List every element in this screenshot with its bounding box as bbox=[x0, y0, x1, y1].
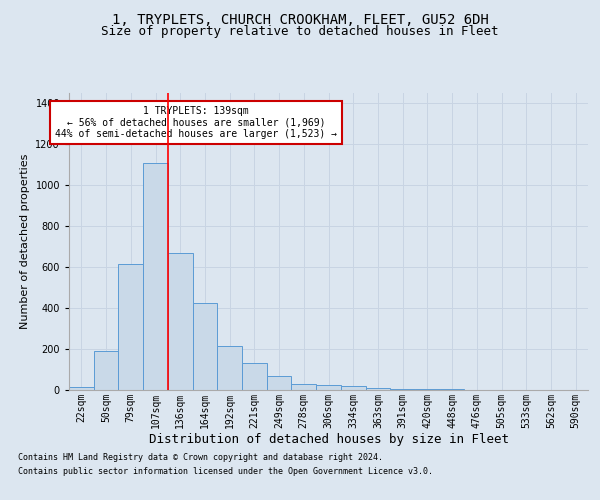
Bar bbox=[390, 389, 415, 390]
Bar bbox=[69, 387, 94, 390]
Bar bbox=[292, 384, 316, 390]
Bar bbox=[94, 351, 118, 390]
Bar bbox=[193, 303, 217, 390]
Bar bbox=[143, 164, 168, 390]
Text: 1, TRYPLETS, CHURCH CROOKHAM, FLEET, GU52 6DH: 1, TRYPLETS, CHURCH CROOKHAM, FLEET, GU5… bbox=[112, 12, 488, 26]
Bar bbox=[316, 385, 341, 390]
Bar bbox=[415, 389, 440, 390]
Bar bbox=[365, 388, 390, 390]
Bar bbox=[168, 252, 193, 390]
Text: Size of property relative to detached houses in Fleet: Size of property relative to detached ho… bbox=[101, 25, 499, 38]
Y-axis label: Number of detached properties: Number of detached properties bbox=[20, 154, 30, 329]
Text: 1 TRYPLETS: 139sqm
← 56% of detached houses are smaller (1,969)
44% of semi-deta: 1 TRYPLETS: 139sqm ← 56% of detached hou… bbox=[55, 106, 337, 139]
Text: Contains HM Land Registry data © Crown copyright and database right 2024.: Contains HM Land Registry data © Crown c… bbox=[18, 452, 383, 462]
Bar bbox=[267, 376, 292, 390]
Text: Distribution of detached houses by size in Fleet: Distribution of detached houses by size … bbox=[149, 432, 509, 446]
Bar bbox=[242, 364, 267, 390]
Bar bbox=[341, 386, 365, 390]
Bar bbox=[118, 264, 143, 390]
Text: Contains public sector information licensed under the Open Government Licence v3: Contains public sector information licen… bbox=[18, 468, 433, 476]
Bar bbox=[217, 346, 242, 390]
